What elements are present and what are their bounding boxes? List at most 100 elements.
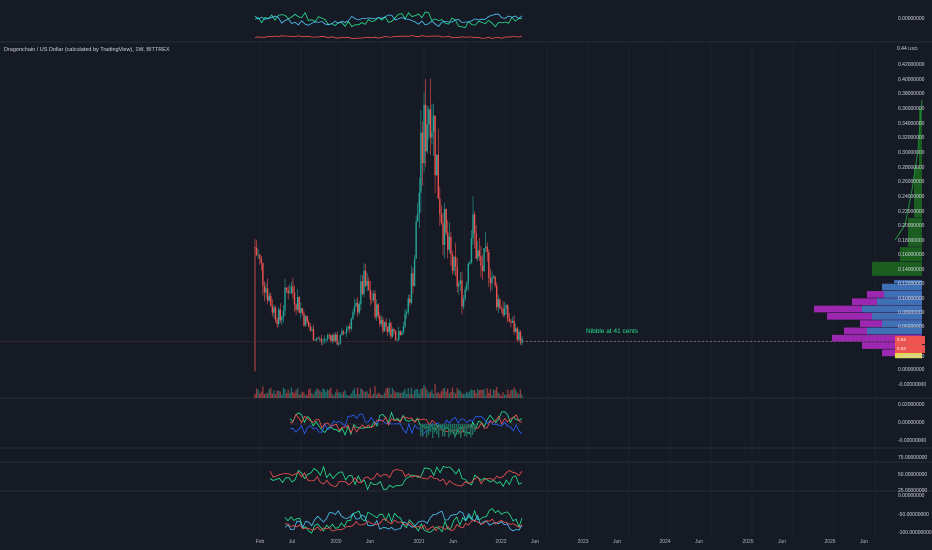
candle-body: [363, 270, 365, 294]
volume-bar: [421, 387, 424, 398]
time-axis-label: Jun: [365, 539, 375, 545]
candle-body: [347, 326, 349, 329]
candle-body: [491, 277, 493, 284]
osc2-line: [269, 465, 523, 491]
time-axis-label: Jun: [859, 539, 869, 545]
volume-bar: [260, 391, 262, 398]
candle-body: [459, 280, 462, 284]
candle-body: [282, 310, 285, 318]
volume-bar: [328, 390, 330, 398]
candle-body: [404, 313, 406, 327]
volume-profile-bar: [894, 280, 922, 284]
volume-bar: [492, 389, 495, 398]
volume-bar: [396, 391, 398, 398]
volume-bar: [383, 392, 386, 398]
volume-profile-bar: [914, 166, 922, 218]
candle-body: [510, 321, 512, 323]
volume-bar: [304, 395, 307, 398]
volume-bar: [513, 387, 515, 398]
volume-bar: [478, 390, 480, 398]
volume-bar: [270, 387, 272, 398]
time-axis-label: 2020: [330, 539, 342, 545]
volume-bar: [415, 388, 417, 398]
osc1-histogram-bar: [430, 424, 432, 432]
candle-body: [328, 335, 330, 336]
volume-bar: [361, 389, 364, 398]
volume-bar: [464, 393, 466, 398]
volume-bar: [274, 394, 277, 398]
candle-body: [516, 328, 518, 340]
osc3-line: [284, 518, 523, 532]
volume-bar: [265, 393, 267, 398]
volume-bar: [497, 392, 499, 398]
candle-body: [300, 308, 302, 313]
time-axis-label: 2021: [413, 539, 425, 545]
volume-bar: [284, 388, 286, 398]
volume-bar: [514, 389, 517, 398]
candle-body: [255, 247, 258, 256]
candle-body: [259, 254, 261, 258]
volume-bar: [385, 388, 387, 398]
profile-curve: [894, 99, 923, 241]
candle-body: [290, 286, 293, 294]
volume-bar: [364, 391, 367, 398]
volume-bar: [266, 393, 269, 398]
price-axis-tick: 0.12000000: [898, 281, 925, 287]
price-axis-tick: 0.18000000: [898, 238, 925, 244]
volume-bar: [276, 390, 278, 398]
candle-body: [311, 329, 313, 331]
osc1-histogram-bar: [440, 424, 442, 430]
volume-bar: [410, 387, 413, 398]
volume-bar: [477, 389, 479, 398]
volume-bar: [333, 395, 335, 398]
volume-profile-bar: [882, 320, 922, 327]
volume-bar: [390, 394, 392, 398]
candle-body: [466, 283, 468, 290]
candle-body: [413, 258, 416, 287]
candle-body: [461, 280, 463, 307]
volume-bar: [277, 390, 280, 398]
price-axis-tick: 0.06000000: [898, 324, 925, 330]
candle-body: [448, 236, 451, 250]
candle-body: [276, 319, 278, 325]
volume-bar: [369, 387, 371, 398]
candle-body: [309, 327, 311, 331]
volume-bar: [347, 395, 349, 398]
price-axis-tick: 0.42000000: [898, 62, 925, 68]
candle-body: [388, 322, 390, 333]
candle-body: [469, 262, 471, 264]
candle-body: [284, 287, 286, 311]
volume-bar: [437, 392, 439, 398]
candle-body: [478, 250, 481, 257]
volume-profile-bar: [900, 247, 922, 262]
price-axis-tick: 0.30000000: [898, 150, 925, 156]
time-axis-label: Jun: [612, 539, 622, 545]
candle-body: [480, 256, 482, 266]
osc1-histogram-bar: [454, 424, 456, 438]
candle-body: [410, 273, 413, 303]
osc1-histogram-bar: [464, 424, 466, 437]
volume-bar: [470, 389, 473, 398]
volume-bar: [345, 394, 348, 398]
volume-profile-bar: [877, 298, 922, 306]
volume-bar: [459, 390, 461, 398]
volume-bar: [309, 388, 311, 398]
candle-body: [396, 340, 398, 341]
osc1-histogram-bar: [428, 424, 430, 435]
volume-bar: [336, 389, 338, 398]
candle-body: [387, 326, 389, 333]
candle-body: [334, 334, 337, 342]
top-pane-line: [254, 35, 523, 39]
time-axis-label: 2024: [659, 539, 671, 545]
volume-bar: [442, 388, 444, 398]
candle-body: [423, 104, 425, 164]
candle-body: [418, 192, 421, 214]
candle-body: [437, 154, 439, 199]
volume-bar: [338, 392, 340, 398]
osc1-histogram-bar: [474, 424, 476, 432]
candle-body: [301, 308, 304, 314]
volume-bar: [443, 387, 446, 398]
candle-body: [364, 270, 367, 286]
